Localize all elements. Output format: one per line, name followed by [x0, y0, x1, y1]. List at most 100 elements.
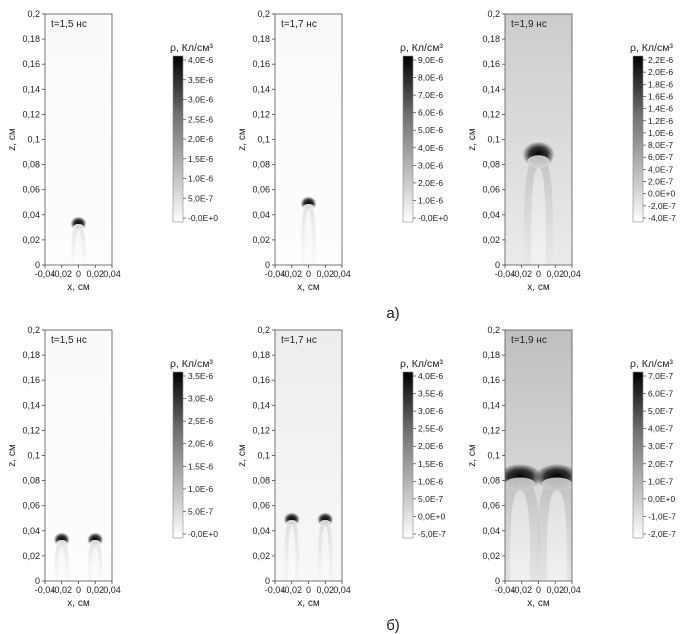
colorbar-tick-label: 3,5E-6 — [188, 75, 213, 85]
y-axis-label: z, см — [7, 444, 18, 467]
x-axis-label: x, см — [297, 598, 320, 609]
plot-panel: 00,020,040,060,080,10,120,140,160,180,2-… — [237, 325, 446, 609]
colorbar-tick-label: 3,0E-6 — [188, 95, 213, 105]
x-tick-label: 0,02 — [316, 585, 334, 595]
y-tick-label: 0,08 — [22, 476, 40, 486]
colorbar-tick-label: 3,0E-7 — [648, 441, 673, 451]
y-tick-label: 0,04 — [482, 526, 500, 536]
x-tick-label: 0,04 — [563, 269, 581, 279]
colorbar-tick-label: -0,0E+0 — [188, 213, 218, 223]
y-tick-label: 0,08 — [252, 160, 270, 170]
colorbar-tick-label: 5,0E-7 — [188, 506, 213, 516]
colorbar-tick-label: 4,0E-6 — [188, 55, 213, 65]
colorbar-tick-label: 4,0E-7 — [648, 424, 673, 434]
colorbar-tick-label: 1,0E-6 — [648, 128, 673, 138]
panel-title: t=1,9 нс — [511, 19, 547, 30]
colorbar-tick-label: 1,0E-6 — [418, 195, 443, 205]
x-tick-label: -0,02 — [51, 585, 72, 595]
x-tick-label: 0 — [536, 585, 541, 595]
y-axis-label: z, см — [467, 444, 478, 467]
streamer-head-inner — [56, 539, 68, 547]
y-tick-label: 0,04 — [252, 526, 270, 536]
y-tick-label: 0,16 — [252, 375, 270, 385]
colorbar-tick-label: 6,0E-7 — [648, 152, 673, 162]
colorbar-tick-label: -2,0E-7 — [648, 529, 676, 539]
y-axis-label: z, см — [7, 128, 18, 151]
y-tick-label: 0,16 — [482, 375, 500, 385]
x-tick-label: 0,02 — [86, 585, 104, 595]
colorbar-tick-label: 1,5E-6 — [418, 459, 443, 469]
y-tick-label: 0,08 — [482, 160, 500, 170]
x-axis-label: x, см — [527, 282, 550, 293]
x-tick-label: 0,04 — [563, 585, 581, 595]
y-tick-label: 0,18 — [22, 34, 40, 44]
y-tick-label: 0,02 — [252, 551, 270, 561]
colorbar-tick-label: 2,0E-6 — [648, 67, 673, 77]
panel-title: t=1,7 нс — [281, 19, 317, 30]
y-tick-label: 0,1 — [487, 451, 500, 461]
streamer-body — [505, 476, 541, 581]
x-tick-label: 0 — [306, 585, 311, 595]
colorbar-tick-label: 3,0E-6 — [418, 160, 443, 170]
x-tick-label: -0,04 — [495, 269, 516, 279]
y-tick-label: 0,2 — [27, 325, 40, 335]
y-tick-label: 0,14 — [482, 400, 500, 410]
colorbar-tick-label: 2,0E-6 — [418, 441, 443, 451]
colorbar-tick-label: -4,0E-7 — [648, 213, 676, 223]
y-tick-label: 0,14 — [22, 400, 40, 410]
y-tick-label: 0,18 — [482, 350, 500, 360]
colorbar-tick-label: -0,0E+0 — [418, 213, 448, 223]
row-label-a: а) — [386, 305, 399, 322]
y-tick-label: 0,12 — [22, 425, 40, 435]
colorbar-tick-label: -5,0E-7 — [418, 529, 446, 539]
colorbar-tick-label: 4,0E-7 — [648, 164, 673, 174]
x-tick-label: -0,02 — [281, 585, 302, 595]
streamer-head-inner — [505, 477, 536, 491]
x-tick-label: 0 — [76, 585, 81, 595]
colorbar-tick-label: 2,0E-6 — [418, 178, 443, 188]
y-tick-label: 0,14 — [252, 84, 270, 94]
y-tick-label: 0,06 — [252, 185, 270, 195]
colorbar-tick-label: 8,0E-7 — [648, 140, 673, 150]
y-tick-label: 0,08 — [252, 476, 270, 486]
y-tick-label: 0,04 — [22, 210, 40, 220]
streamer-head-inner — [286, 519, 298, 527]
colorbar-tick-label: 2,2E-6 — [648, 55, 673, 65]
x-tick-label: 0,02 — [86, 269, 104, 279]
y-tick-label: 0,14 — [252, 400, 270, 410]
x-tick-label: 0,04 — [333, 269, 351, 279]
colorbar-tick-label: 3,0E-6 — [188, 394, 213, 404]
streamer-body — [536, 476, 572, 581]
colorbar — [402, 371, 414, 539]
colorbar — [632, 55, 644, 223]
colorbar-tick-label: 1,6E-6 — [648, 91, 673, 101]
streamer-channel — [531, 167, 546, 265]
colorbar-label: ρ, Кл/см³ — [630, 358, 673, 370]
colorbar-tick-label: 1,8E-6 — [648, 79, 673, 89]
colorbar-tick-label: 7,0E-6 — [418, 90, 443, 100]
colorbar-label: ρ, Кл/см³ — [400, 358, 443, 370]
y-tick-label: 0,2 — [257, 325, 270, 335]
colorbar-tick-label: 2,0E-7 — [648, 459, 673, 469]
y-tick-label: 0,04 — [252, 210, 270, 220]
colorbar-tick-label: 4,0E-6 — [418, 143, 443, 153]
streamer-head-inner — [319, 519, 331, 527]
y-tick-label: 0,08 — [22, 160, 40, 170]
x-tick-label: 0,04 — [103, 585, 121, 595]
colorbar — [172, 55, 184, 223]
colorbar-tick-label: 5,0E-7 — [648, 406, 673, 416]
y-tick-label: 0 — [265, 260, 270, 270]
colorbar-tick-label: 8,0E-6 — [418, 73, 443, 83]
plot-panel: 00,020,040,060,080,10,120,140,160,180,2-… — [7, 325, 218, 609]
streamer-head-inner — [541, 477, 572, 491]
colorbar-label: ρ, Кл/см³ — [170, 358, 213, 370]
y-tick-label: 0,18 — [252, 34, 270, 44]
colorbar — [402, 55, 414, 223]
y-tick-label: 0,16 — [482, 59, 500, 69]
colorbar-tick-label: 0,0E+0 — [418, 511, 445, 521]
colorbar — [632, 371, 644, 539]
x-tick-label: -0,02 — [511, 585, 532, 595]
colorbar-tick-label: 2,5E-6 — [188, 416, 213, 426]
y-tick-label: 0 — [495, 260, 500, 270]
y-tick-label: 0 — [35, 260, 40, 270]
